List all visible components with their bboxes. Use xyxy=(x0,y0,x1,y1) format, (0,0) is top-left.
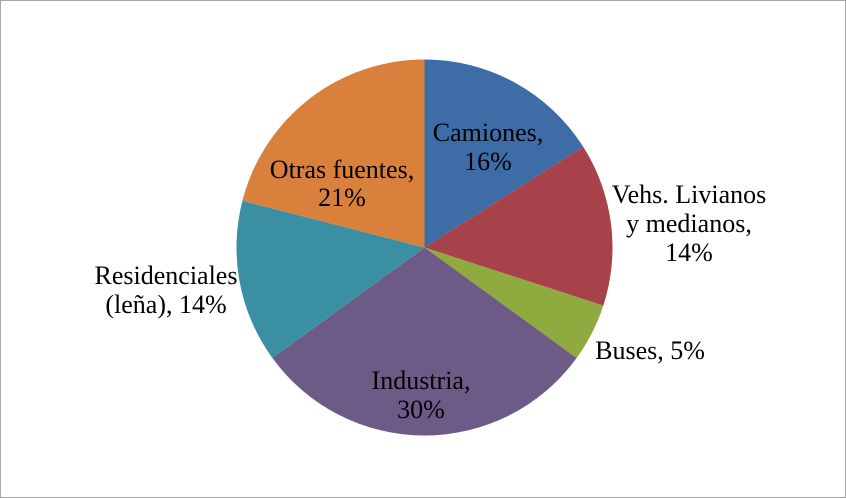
svg-text:y medianos,: y medianos, xyxy=(626,209,752,238)
svg-text:16%: 16% xyxy=(464,147,512,176)
svg-text:30%: 30% xyxy=(397,395,445,424)
svg-text:Residenciales: Residenciales xyxy=(95,261,238,290)
svg-text:Buses, 5%: Buses, 5% xyxy=(595,336,705,365)
svg-text:Camiones,: Camiones, xyxy=(433,118,544,147)
svg-text:(leña), 14%: (leña), 14% xyxy=(105,290,226,319)
svg-text:Otras fuentes,: Otras fuentes, xyxy=(270,155,414,184)
svg-text:Industria,: Industria, xyxy=(372,366,471,395)
svg-text:21%: 21% xyxy=(318,183,366,212)
svg-text:Vehs. Livianos: Vehs. Livianos xyxy=(612,180,767,209)
svg-text:14%: 14% xyxy=(665,238,713,267)
